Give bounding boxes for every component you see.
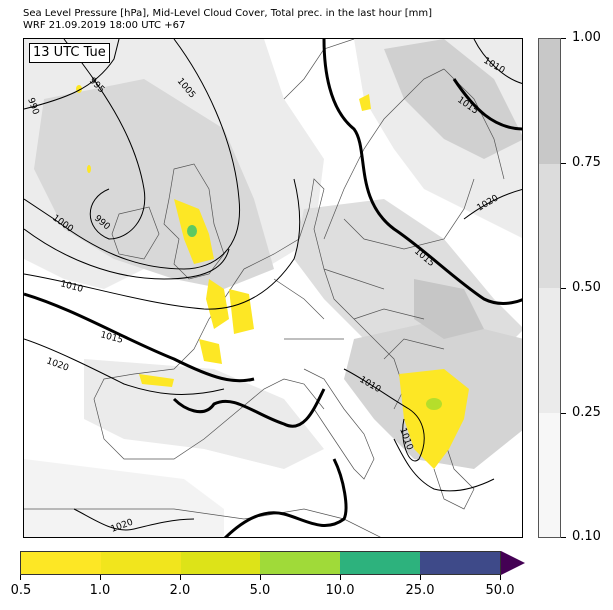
precip-colorbar <box>20 551 501 575</box>
isobar-995 <box>63 39 146 240</box>
valid-time-label: 13 UTC Tue <box>29 43 110 63</box>
isobar-1005 <box>24 39 241 270</box>
cloud-area-iberia-sea <box>84 359 324 469</box>
cloud-area-central-patch <box>414 279 484 339</box>
cloud-cover-colorbar <box>538 38 561 538</box>
isobar-1015-south <box>223 458 348 537</box>
plot-title: Sea Level Pressure [hPa], Mid-Level Clou… <box>23 8 433 19</box>
coast-ireland <box>111 206 160 260</box>
pc-tick-label: 25.0 <box>405 583 435 598</box>
cloud-cover-band <box>539 39 560 164</box>
country-borders <box>273 268 445 360</box>
pc-tick-label: 50.0 <box>485 583 515 598</box>
cloud-area-scandinavia-core <box>384 39 522 159</box>
precip-band <box>21 552 101 574</box>
isobar-1015-ne <box>452 78 522 131</box>
cc-tick-label: 0.10 <box>572 529 601 544</box>
pc-tick-label: 1.0 <box>89 583 111 598</box>
pc-tick <box>420 575 421 580</box>
precip-uk-core <box>187 225 197 237</box>
isobar-1010-se <box>393 438 495 492</box>
isobar-1000 <box>24 228 230 280</box>
precip-balkans <box>399 369 469 469</box>
contour-label: 1015 <box>99 330 124 346</box>
precip-france-a <box>206 279 229 329</box>
cloud-cover-band <box>539 412 560 537</box>
coast-baltic <box>343 178 475 250</box>
precip-balkans-core <box>426 398 442 410</box>
contour-label: 1020 <box>45 356 70 373</box>
isobar-1010-balkans <box>343 368 425 462</box>
precip-france-b <box>229 289 254 334</box>
precip-colorbar-extend-arrow <box>501 551 525 575</box>
cc-tick-label: 0.25 <box>572 405 601 420</box>
isobar-1020-south <box>73 508 195 531</box>
isobar-1020-ne <box>463 189 522 220</box>
plot-subtitle: WRF 21.09.2019 18:00 UTC +67 <box>23 20 186 31</box>
pc-tick <box>180 575 181 580</box>
precip-band <box>100 552 181 574</box>
cc-tick <box>561 38 566 39</box>
isobar-1010-ne <box>473 39 522 84</box>
isobar-1015-med <box>172 388 326 428</box>
isobar-990-a <box>24 39 120 110</box>
cc-tick <box>561 413 566 414</box>
isobar-1010 <box>24 178 301 310</box>
pc-tick <box>20 575 21 580</box>
precip-band <box>260 552 341 574</box>
weather-map[interactable]: 990 995 1005 990 1000 1010 1015 1020 101… <box>23 38 523 538</box>
isobar-1020-west <box>24 338 225 395</box>
cloud-area-british-isles <box>34 79 274 289</box>
coast-great-britain <box>163 163 225 280</box>
isobar-1015-thick <box>24 292 255 383</box>
cloud-cover-layer <box>24 39 522 537</box>
pc-tick-label: 0.5 <box>10 583 32 598</box>
pc-tick <box>500 575 501 580</box>
cloud-area-med-south <box>24 459 224 537</box>
cc-tick-label: 1.00 <box>572 30 601 45</box>
map-canvas: 990 995 1005 990 1000 1010 1015 1020 101… <box>24 39 522 537</box>
pc-tick <box>340 575 341 580</box>
cc-tick <box>561 537 566 538</box>
pc-tick-label: 10.0 <box>325 583 355 598</box>
cloud-cover-band <box>539 288 560 413</box>
isobar-layer <box>24 39 522 537</box>
precip-west-2 <box>87 165 91 173</box>
pc-tick-label: 5.0 <box>249 583 271 598</box>
precip-bay <box>139 374 174 387</box>
cloud-cover-band <box>539 163 560 288</box>
cc-tick <box>561 288 566 289</box>
precip-band <box>180 552 261 574</box>
precip-biscay <box>199 339 222 364</box>
coast-italy <box>303 368 375 480</box>
cc-tick-label: 0.50 <box>572 280 601 295</box>
cc-tick <box>561 163 566 164</box>
cc-tick-label: 0.75 <box>572 155 601 170</box>
pc-tick-label: 2.0 <box>169 583 191 598</box>
isobar-1015-east <box>322 39 522 305</box>
pc-tick <box>100 575 101 580</box>
precip-band <box>340 552 421 574</box>
precip-band <box>420 552 500 574</box>
precip-scandinavia <box>359 94 371 111</box>
pc-tick <box>260 575 261 580</box>
precipitation-layer <box>76 85 469 469</box>
coast-western-europe <box>243 178 405 410</box>
